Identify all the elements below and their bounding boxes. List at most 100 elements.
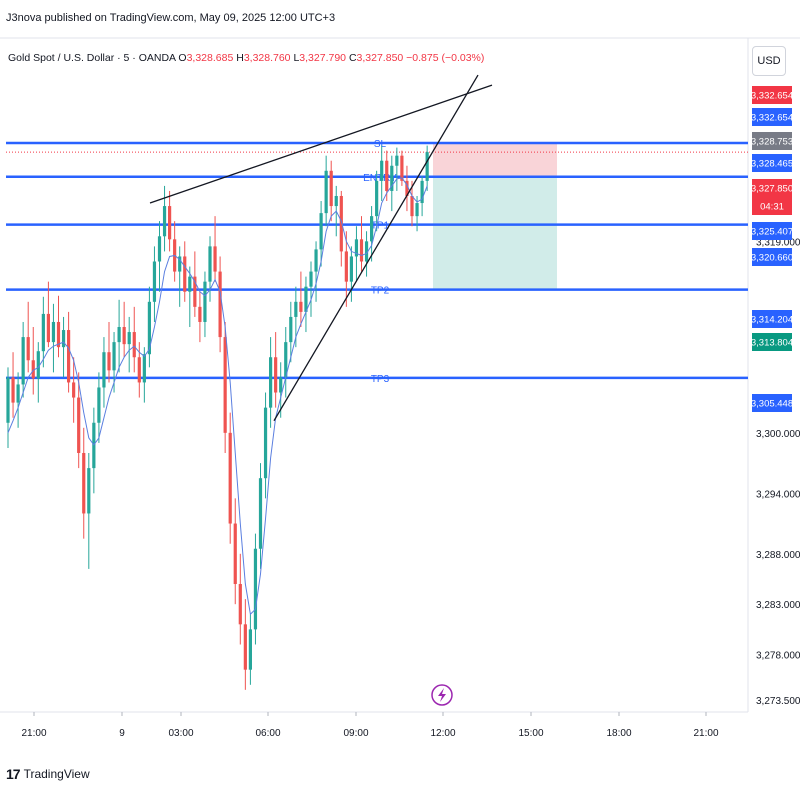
symbol-name[interactable]: Gold Spot / U.S. Dollar · 5 · OANDA bbox=[8, 52, 176, 64]
candle[interactable] bbox=[410, 180, 414, 227]
candle[interactable] bbox=[375, 170, 379, 232]
candle[interactable] bbox=[92, 407, 96, 494]
candle[interactable] bbox=[380, 145, 384, 202]
candle[interactable] bbox=[304, 276, 308, 333]
candle[interactable] bbox=[157, 221, 162, 292]
candle[interactable] bbox=[213, 216, 217, 282]
candle[interactable] bbox=[370, 206, 374, 262]
candle[interactable] bbox=[228, 412, 232, 544]
candle[interactable] bbox=[61, 316, 66, 378]
candle-body bbox=[334, 195, 338, 207]
candle[interactable] bbox=[349, 246, 353, 302]
candle[interactable] bbox=[344, 231, 348, 307]
candle[interactable] bbox=[248, 614, 252, 685]
candle[interactable] bbox=[87, 452, 91, 569]
candle[interactable] bbox=[11, 352, 15, 418]
candle[interactable] bbox=[299, 271, 303, 328]
candle[interactable] bbox=[152, 246, 157, 322]
candle[interactable] bbox=[46, 281, 50, 348]
level-label-tp1: TP1 bbox=[371, 221, 390, 232]
candle[interactable] bbox=[132, 306, 136, 373]
price-badge-text: 3,327.850 bbox=[751, 184, 793, 195]
candle[interactable] bbox=[6, 367, 10, 448]
candle[interactable] bbox=[168, 190, 172, 252]
candle[interactable] bbox=[77, 372, 81, 469]
candle[interactable] bbox=[269, 337, 273, 428]
candle[interactable] bbox=[203, 271, 207, 338]
candle[interactable] bbox=[420, 175, 424, 217]
candle[interactable] bbox=[162, 185, 167, 252]
candle-body bbox=[208, 246, 212, 282]
candle[interactable] bbox=[405, 165, 409, 212]
candle[interactable] bbox=[359, 216, 364, 272]
candle[interactable] bbox=[198, 291, 202, 343]
candle[interactable] bbox=[258, 463, 263, 569]
candle[interactable] bbox=[56, 295, 61, 358]
candle[interactable] bbox=[31, 327, 35, 395]
candle-body bbox=[168, 206, 172, 240]
candle[interactable] bbox=[173, 221, 177, 282]
candle[interactable] bbox=[137, 342, 141, 398]
lower-trendline[interactable] bbox=[273, 74, 479, 422]
candle[interactable] bbox=[223, 321, 227, 453]
lightning-icon[interactable] bbox=[431, 684, 453, 706]
candle[interactable] bbox=[390, 155, 394, 212]
candle[interactable] bbox=[127, 316, 131, 373]
candle[interactable] bbox=[233, 498, 237, 605]
candle[interactable] bbox=[16, 372, 20, 428]
candle[interactable] bbox=[102, 337, 106, 408]
candle[interactable] bbox=[218, 256, 222, 353]
candle[interactable] bbox=[395, 147, 399, 191]
candle[interactable] bbox=[309, 261, 313, 317]
candle[interactable] bbox=[41, 296, 45, 368]
y-tick-label: 3,273.500 bbox=[756, 696, 800, 707]
candle[interactable] bbox=[178, 246, 182, 307]
candle[interactable] bbox=[147, 286, 151, 368]
candle[interactable] bbox=[67, 311, 71, 393]
footer-brand[interactable]: 17 TradingView bbox=[6, 766, 90, 782]
candle[interactable] bbox=[36, 342, 40, 403]
candle[interactable] bbox=[183, 241, 187, 302]
close-label: C bbox=[348, 52, 357, 64]
candle-body bbox=[415, 203, 419, 217]
candle[interactable] bbox=[97, 372, 101, 443]
candle[interactable] bbox=[284, 327, 288, 398]
candle[interactable] bbox=[339, 190, 343, 267]
upper-trendline[interactable] bbox=[149, 84, 493, 204]
candle[interactable] bbox=[274, 332, 278, 408]
candle[interactable] bbox=[51, 303, 56, 373]
candle-body bbox=[228, 432, 232, 524]
candle-body bbox=[122, 327, 126, 345]
candle[interactable] bbox=[263, 392, 268, 499]
candle-body bbox=[218, 271, 222, 338]
candle[interactable] bbox=[324, 155, 328, 227]
candle[interactable] bbox=[253, 533, 258, 645]
candle[interactable] bbox=[329, 160, 333, 222]
candle[interactable] bbox=[425, 145, 429, 191]
candle[interactable] bbox=[107, 321, 111, 383]
candle[interactable] bbox=[21, 321, 25, 398]
candle[interactable] bbox=[72, 357, 76, 423]
candle-body bbox=[142, 354, 146, 383]
candle[interactable] bbox=[122, 301, 126, 358]
candle[interactable] bbox=[238, 553, 242, 645]
currency-button[interactable]: USD bbox=[752, 46, 786, 76]
candle[interactable] bbox=[188, 266, 192, 328]
candle[interactable] bbox=[319, 201, 323, 267]
candle[interactable] bbox=[314, 241, 318, 302]
candle[interactable] bbox=[208, 236, 212, 302]
y-tick-label: 3,294.000 bbox=[756, 489, 800, 500]
candle[interactable] bbox=[289, 301, 293, 363]
price-badge-bg bbox=[752, 222, 792, 240]
candle-body bbox=[77, 397, 81, 453]
candle[interactable] bbox=[82, 427, 86, 539]
candle[interactable] bbox=[243, 599, 247, 690]
candle[interactable] bbox=[26, 301, 30, 373]
candle[interactable] bbox=[400, 150, 404, 186]
x-tick-label: 21:00 bbox=[21, 728, 46, 739]
candle[interactable] bbox=[193, 251, 197, 317]
candle-body bbox=[238, 584, 242, 625]
candle[interactable] bbox=[117, 299, 121, 373]
candle-body bbox=[26, 337, 30, 361]
